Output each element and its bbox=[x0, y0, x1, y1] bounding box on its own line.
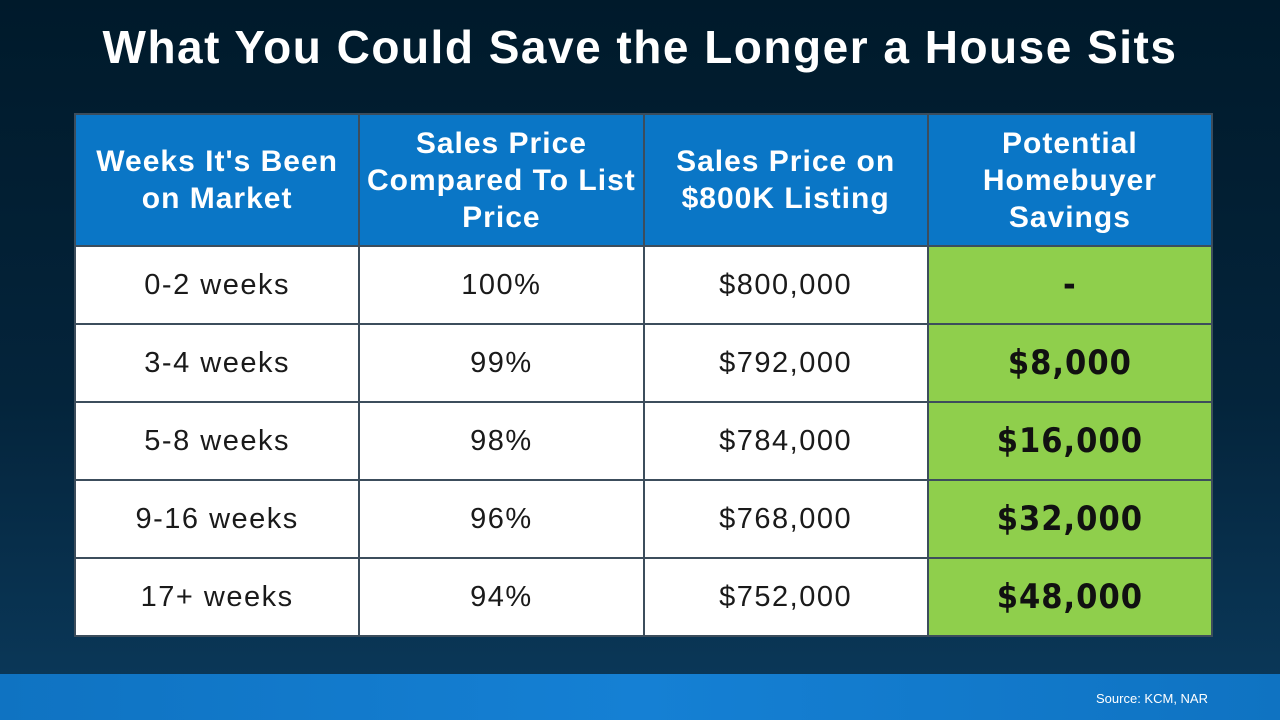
column-header: Sales Price Compared To List Price bbox=[358, 113, 645, 247]
savings-cell: $8,000 bbox=[926, 323, 1214, 403]
table-row: 0-2 weeks 100% $800,000 - bbox=[73, 245, 1214, 325]
price-ratio-cell: 98% bbox=[358, 401, 645, 481]
table-row: 5-8 weeks 98% $784,000 $16,000 bbox=[73, 401, 1214, 481]
sales-price-cell: $752,000 bbox=[642, 557, 929, 637]
savings-cell: $48,000 bbox=[926, 557, 1214, 637]
savings-cell: $16,000 bbox=[926, 401, 1214, 481]
page-title: What You Could Save the Longer a House S… bbox=[102, 21, 1178, 73]
savings-cell: - bbox=[926, 245, 1214, 325]
sales-price-cell: $792,000 bbox=[642, 323, 929, 403]
price-ratio-cell: 100% bbox=[358, 245, 645, 325]
price-ratio-cell: 94% bbox=[358, 557, 645, 637]
weeks-cell: 0-2 weeks bbox=[73, 245, 361, 325]
savings-table: Weeks It's Been on Market Sales Price Co… bbox=[73, 113, 1214, 637]
weeks-cell: 17+ weeks bbox=[73, 557, 361, 637]
weeks-cell: 9-16 weeks bbox=[73, 479, 361, 559]
table-row: 9-16 weeks 96% $768,000 $32,000 bbox=[73, 479, 1214, 559]
column-header: Weeks It's Been on Market bbox=[73, 113, 361, 247]
column-header: Sales Price on $800K Listing bbox=[642, 113, 929, 247]
sales-price-cell: $800,000 bbox=[642, 245, 929, 325]
weeks-cell: 5-8 weeks bbox=[73, 401, 361, 481]
table-row: 3-4 weeks 99% $792,000 $8,000 bbox=[73, 323, 1214, 403]
price-ratio-cell: 96% bbox=[358, 479, 645, 559]
footer-bar bbox=[0, 674, 1280, 720]
sales-price-cell: $768,000 bbox=[642, 479, 929, 559]
weeks-cell: 3-4 weeks bbox=[73, 323, 361, 403]
price-ratio-cell: 99% bbox=[358, 323, 645, 403]
column-header: Potential Homebuyer Savings bbox=[926, 113, 1214, 247]
sales-price-cell: $784,000 bbox=[642, 401, 929, 481]
source-note: Source: KCM, NAR bbox=[1096, 691, 1208, 706]
table-row: 17+ weeks 94% $752,000 $48,000 bbox=[73, 557, 1214, 637]
table-header-row: Weeks It's Been on Market Sales Price Co… bbox=[73, 113, 1214, 247]
savings-cell: $32,000 bbox=[926, 479, 1214, 559]
